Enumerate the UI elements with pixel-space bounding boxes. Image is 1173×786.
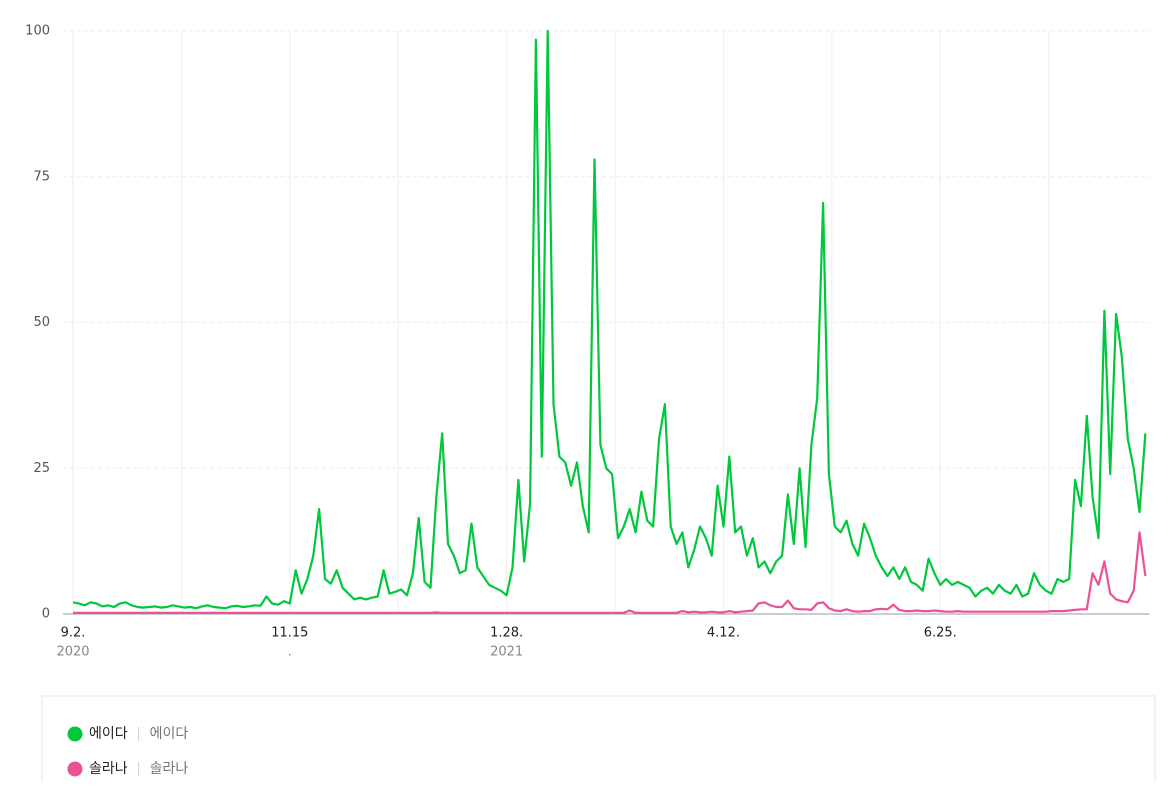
x-tick-label: 1.28. xyxy=(490,626,523,641)
legend-marker xyxy=(67,761,83,777)
x-sublabel: . xyxy=(288,645,292,660)
legend-term: 에이다 xyxy=(150,726,189,742)
x-tick-label: 9.2. xyxy=(61,626,86,641)
x-sublabel: 2021 xyxy=(490,645,523,660)
x-sublabel: 2020 xyxy=(56,645,89,660)
x-tick-label: 4.12. xyxy=(707,626,740,641)
legend-marker xyxy=(67,726,83,742)
x-tick-label: 11.15 xyxy=(271,626,308,641)
legend-box xyxy=(41,695,1156,786)
series-line xyxy=(72,29,1147,610)
legend-term: 솔라나 xyxy=(150,761,189,777)
y-tick-label: 25 xyxy=(33,461,50,476)
y-tick-label: 100 xyxy=(25,24,50,39)
y-tick-label: 50 xyxy=(33,315,50,330)
series-line xyxy=(73,531,1147,614)
y-tick-label: 0 xyxy=(42,607,50,622)
legend-label: 에이다 xyxy=(89,726,128,742)
legend-label: 솔라나 xyxy=(89,761,128,777)
y-tick-label: 75 xyxy=(33,169,50,184)
x-tick-label: 6.25. xyxy=(924,626,957,641)
